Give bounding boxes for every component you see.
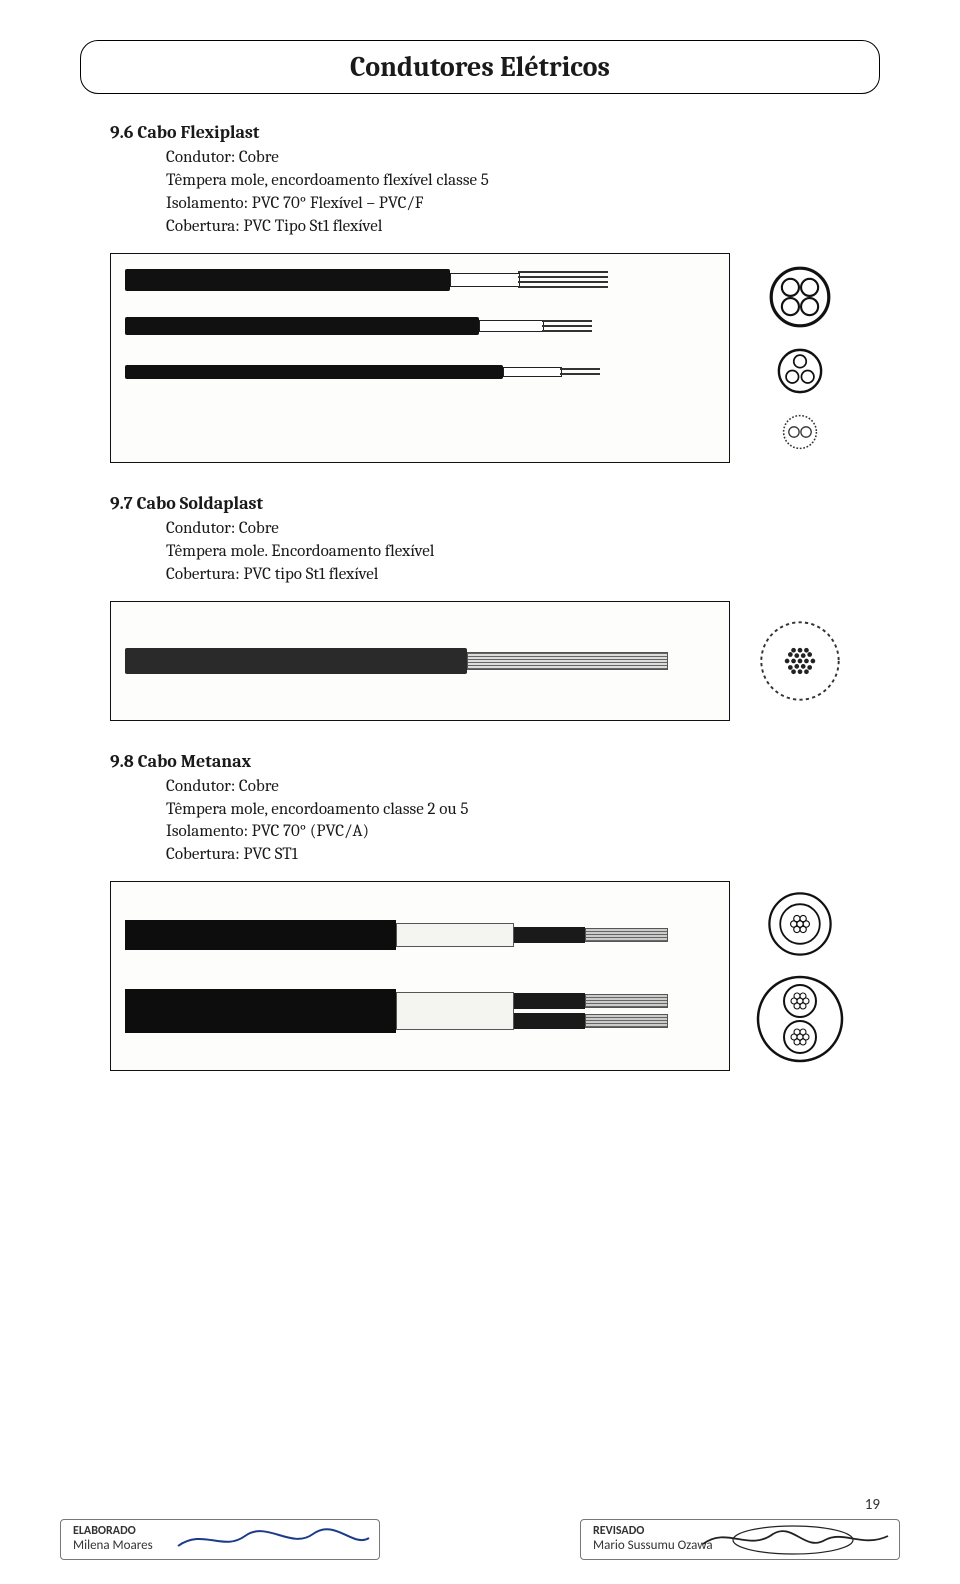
section-body: Condutor: Cobre Têmpera mole, encordoame…	[110, 776, 850, 868]
page-header-box: Condutores Elétricos	[80, 40, 880, 94]
cable-longitudinal-view	[110, 881, 730, 1071]
cross-section-column	[750, 618, 850, 704]
page-footer: ELABORADO Milena Moares REVISADO Mario S…	[0, 1519, 960, 1560]
spec-line: Condutor: Cobre	[110, 776, 850, 799]
cross-section-column	[750, 888, 850, 1064]
cable-single	[125, 631, 715, 691]
section-heading: 9.8 Cabo Metanax	[110, 751, 850, 772]
spec-line: Cobertura: PVC tipo St1 flexível	[110, 564, 850, 587]
spec-line: Têmpera mole, encordoamento flexível cla…	[110, 170, 850, 193]
section-body: Condutor: Cobre Têmpera mole, encordoame…	[110, 147, 850, 239]
section-9-6: 9.6 Cabo Flexiplast Condutor: Cobre Têmp…	[80, 122, 880, 463]
cable-2core	[125, 356, 715, 388]
signature-elaborado: ELABORADO Milena Moares	[60, 1519, 380, 1560]
section-9-7: 9.7 Cabo Soldaplast Condutor: Cobre Têmp…	[80, 493, 880, 721]
figure-soldaplast	[110, 601, 850, 721]
figure-flexiplast	[110, 253, 850, 463]
cross-4core-icon	[768, 265, 832, 329]
section-body: Condutor: Cobre Têmpera mole. Encordoame…	[110, 518, 850, 587]
spec-line: Têmpera mole, encordoamento classe 2 ou …	[110, 799, 850, 822]
cross-section-column	[750, 265, 850, 451]
page-number: 19	[865, 1496, 880, 1514]
spec-line: Isolamento: PVC 70° (PVC/A)	[110, 821, 850, 844]
cable-double-insulated	[125, 981, 715, 1041]
spec-line: Cobertura: PVC Tipo St1 flexível	[110, 216, 850, 239]
page-title: Condutores Elétricos	[101, 51, 859, 83]
spec-line: Têmpera mole. Encordoamento flexível	[110, 541, 850, 564]
spec-line: Condutor: Cobre	[110, 518, 850, 541]
cable-longitudinal-view	[110, 601, 730, 721]
cable-single-insulated	[125, 911, 715, 959]
cable-longitudinal-view	[110, 253, 730, 463]
cable-3core	[125, 310, 715, 342]
signature-name: Milena Moares	[73, 1538, 367, 1553]
section-9-8: 9.8 Cabo Metanax Condutor: Cobre Têmpera…	[80, 751, 880, 1072]
section-heading: 9.7 Cabo Soldaplast	[110, 493, 850, 514]
cross-3core-icon	[776, 347, 824, 395]
figure-metanax	[110, 881, 850, 1071]
cross-2core-icon	[781, 413, 819, 451]
signature-label: REVISADO	[593, 1524, 887, 1538]
signature-revisado: REVISADO Mario Sussumu Ozawa	[580, 1519, 900, 1560]
cable-4core	[125, 264, 715, 296]
spec-line: Condutor: Cobre	[110, 147, 850, 170]
signature-name: Mario Sussumu Ozawa	[593, 1538, 887, 1553]
signature-label: ELABORADO	[73, 1524, 367, 1538]
spec-line: Isolamento: PVC 70° Flexível – PVC/F	[110, 193, 850, 216]
spec-line: Cobertura: PVC ST1	[110, 844, 850, 867]
cross-stranded-icon	[757, 618, 843, 704]
section-heading: 9.6 Cabo Flexiplast	[110, 122, 850, 143]
cross-single-insulated-icon	[764, 888, 836, 960]
cross-double-insulated-icon	[755, 974, 845, 1064]
